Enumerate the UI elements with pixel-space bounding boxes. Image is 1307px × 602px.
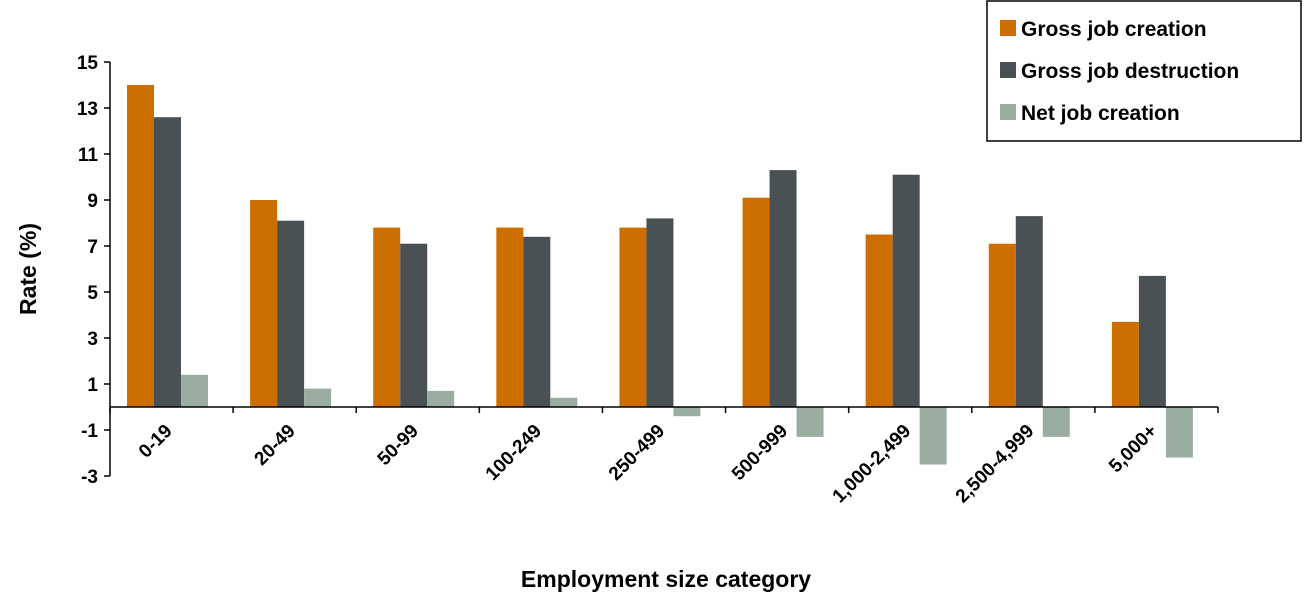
x-category-label: 1,000-2,499 bbox=[829, 421, 916, 508]
y-tick-label: 7 bbox=[87, 237, 98, 258]
bar-gross-job-destruction-7 bbox=[1015, 216, 1043, 407]
legend-swatch bbox=[1000, 104, 1016, 120]
x-category-label: 5,000+ bbox=[1105, 421, 1161, 477]
bar-gross-job-destruction-0 bbox=[154, 117, 181, 407]
x-category-label: 500-999 bbox=[728, 421, 792, 485]
y-tick-label: 1 bbox=[87, 375, 98, 396]
bar-net-job-creation-3 bbox=[550, 397, 578, 407]
bar-gross-job-destruction-8 bbox=[1138, 275, 1166, 407]
bar-net-job-creation-8 bbox=[1165, 407, 1193, 458]
bar-gross-job-creation-2 bbox=[373, 227, 401, 407]
bar-gross-job-creation-0 bbox=[127, 85, 154, 407]
bar-gross-job-creation-6 bbox=[865, 234, 893, 407]
bars-layer bbox=[127, 85, 1193, 465]
bar-net-job-creation-2 bbox=[427, 390, 455, 407]
bar-gross-job-destruction-1 bbox=[277, 220, 305, 407]
y-tick-label: 5 bbox=[87, 283, 98, 304]
x-axis-title: Employment size category bbox=[521, 566, 811, 592]
y-tick-label: -3 bbox=[81, 467, 98, 488]
bar-net-job-creation-7 bbox=[1042, 407, 1070, 437]
bar-gross-job-creation-3 bbox=[496, 227, 524, 407]
bar-net-job-creation-1 bbox=[304, 388, 332, 407]
bar-gross-job-destruction-3 bbox=[523, 236, 551, 407]
y-tick-label: -1 bbox=[81, 421, 98, 442]
y-axis-title: Rate (%) bbox=[15, 223, 41, 315]
bar-gross-job-destruction-6 bbox=[892, 174, 920, 407]
y-tick-label: 13 bbox=[77, 99, 98, 120]
legend-label: Net job creation bbox=[1021, 102, 1180, 125]
bar-gross-job-creation-7 bbox=[988, 243, 1016, 407]
bar-gross-job-creation-1 bbox=[250, 200, 278, 407]
x-category-label: 20-49 bbox=[251, 421, 300, 470]
bar-net-job-creation-0 bbox=[181, 374, 208, 407]
x-category-label: 2,500-4,999 bbox=[952, 421, 1039, 508]
legend: Gross job creation Gross job destruction N… bbox=[986, 0, 1302, 142]
bar-gross-job-creation-8 bbox=[1111, 321, 1139, 407]
legend-swatch bbox=[1000, 20, 1016, 36]
legend-label: Gross job destruction bbox=[1021, 60, 1239, 83]
legend-label: Gross job creation bbox=[1021, 18, 1207, 41]
bar-gross-job-destruction-2 bbox=[400, 243, 428, 407]
bar-net-job-creation-6 bbox=[919, 407, 947, 465]
legend-swatch bbox=[1000, 62, 1016, 78]
y-tick-label: 11 bbox=[78, 145, 99, 166]
x-category-label: 250-499 bbox=[605, 421, 669, 485]
y-tick-label: 15 bbox=[77, 53, 99, 74]
bar-gross-job-destruction-4 bbox=[646, 218, 674, 407]
x-category-label: 0-19 bbox=[135, 421, 177, 463]
bar-gross-job-creation-5 bbox=[742, 197, 770, 407]
bar-gross-job-destruction-5 bbox=[769, 170, 797, 407]
legend-box bbox=[986, 0, 1302, 142]
bar-net-job-creation-4 bbox=[673, 407, 701, 417]
x-category-label: 100-249 bbox=[482, 421, 546, 485]
bar-net-job-creation-5 bbox=[796, 407, 824, 437]
bar-gross-job-creation-4 bbox=[619, 227, 647, 407]
y-tick-label: 9 bbox=[87, 191, 98, 212]
y-tick-label: 3 bbox=[87, 329, 98, 350]
x-category-label: 50-99 bbox=[374, 421, 423, 470]
axes-layer bbox=[104, 61, 1219, 477]
